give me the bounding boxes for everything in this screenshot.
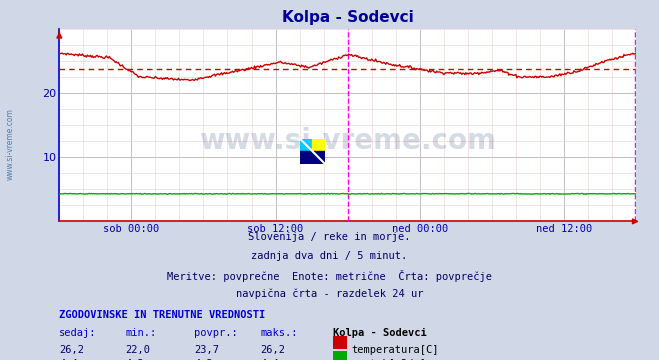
Bar xyxy=(300,139,312,151)
Bar xyxy=(300,151,312,164)
Text: temperatura[C]: temperatura[C] xyxy=(351,345,439,355)
Text: 26,2: 26,2 xyxy=(260,345,285,355)
Text: maks.:: maks.: xyxy=(260,328,298,338)
Text: www.si-vreme.com: www.si-vreme.com xyxy=(5,108,14,180)
Text: Kolpa - Sodevci: Kolpa - Sodevci xyxy=(333,328,426,338)
Text: zadnja dva dni / 5 minut.: zadnja dva dni / 5 minut. xyxy=(251,251,408,261)
Text: navpična črta - razdelek 24 ur: navpična črta - razdelek 24 ur xyxy=(236,288,423,299)
Text: povpr.:: povpr.: xyxy=(194,328,238,338)
Text: pretok[m3/s]: pretok[m3/s] xyxy=(351,359,426,360)
Text: 26,2: 26,2 xyxy=(59,345,84,355)
Text: ZGODOVINSKE IN TRENUTNE VREDNOSTI: ZGODOVINSKE IN TRENUTNE VREDNOSTI xyxy=(59,310,266,320)
Text: Meritve: povprečne  Enote: metrične  Črta: povprečje: Meritve: povprečne Enote: metrične Črta:… xyxy=(167,270,492,282)
Text: 4,2: 4,2 xyxy=(125,359,144,360)
Text: min.:: min.: xyxy=(125,328,156,338)
Text: sedaj:: sedaj: xyxy=(59,328,97,338)
Text: 4,3: 4,3 xyxy=(194,359,213,360)
Text: 23,7: 23,7 xyxy=(194,345,219,355)
Text: 4,4: 4,4 xyxy=(260,359,279,360)
Bar xyxy=(312,151,325,164)
Text: Slovenija / reke in morje.: Slovenija / reke in morje. xyxy=(248,232,411,242)
Title: Kolpa - Sodevci: Kolpa - Sodevci xyxy=(282,10,413,25)
Text: 4,4: 4,4 xyxy=(59,359,78,360)
Text: 22,0: 22,0 xyxy=(125,345,150,355)
Bar xyxy=(312,139,325,151)
Text: www.si-vreme.com: www.si-vreme.com xyxy=(199,126,496,154)
